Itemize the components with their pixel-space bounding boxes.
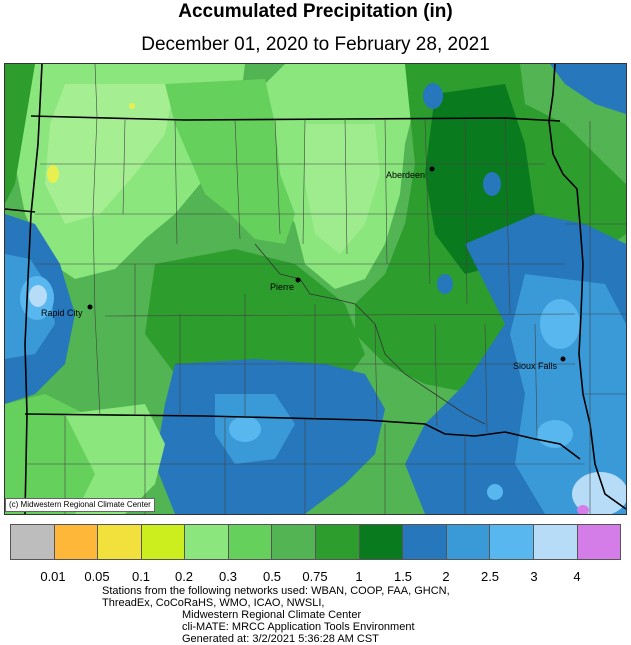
precip-area-skyblue-sc [229,416,261,442]
pierre-label: Pierre [270,282,294,292]
precip-spot-skyblue [487,484,503,500]
precip-spot-blue-3 [514,237,526,251]
precip-area-palest-se [572,472,626,514]
legend-tick-label: 0.5 [262,569,282,584]
legend-tick-label: 4 [573,569,581,584]
sioux-falls-marker [560,356,566,362]
footer-networks-line1: Stations from the following networks use… [102,585,450,597]
legend-swatch [403,525,447,559]
footer-networks-line2: ThreadEx, CoCoRaHS, WMO, ICAO, NWSLI, [102,597,325,609]
precip-spot-blue-2 [437,274,453,294]
state-boundary-west [24,64,43,514]
precip-area-light-sw [65,404,165,514]
precip-spot-blue-1 [483,172,501,196]
legend-tick-label: 2.5 [480,569,500,584]
pierre-marker [295,277,301,283]
data-source-footer: Stations from the following networks use… [102,585,450,645]
footer-generated-line: Generated at: 3/2/2021 5:36:28 AM CST [182,633,379,645]
rapid-city-marker [87,304,93,310]
legend-tick-label: 1.5 [393,569,413,584]
legend-tick-label: 0.75 [302,569,328,584]
legend-swatch [141,525,186,559]
date-range-subtitle: December 01, 2020 to February 28, 2021 [141,34,490,55]
precip-area-lightblue-se [510,274,626,514]
precip-spot-yellow [47,165,59,183]
aberdeen-marker [429,166,435,172]
map-svg: Aberdeen Pierre Rapid City Sioux Falls [5,64,626,514]
legend-tick-label: 0.01 [40,569,66,584]
legend-tick-label: 0.3 [218,569,238,584]
legend-tick-label: 0.05 [84,569,110,584]
precip-spot-blue-ne [423,83,443,109]
legend-swatch [54,525,99,559]
precip-area-blue-corner [550,64,626,114]
precip-spot-yellow-small [129,103,135,109]
legend-swatch [577,525,621,559]
precip-area-palest-w [29,285,47,307]
state-boundary-east [548,64,626,510]
rapid-city-label: Rapid City [41,308,83,318]
legend-swatch [446,525,491,559]
legend-swatch [228,525,273,559]
aberdeen-label: Aberdeen [386,170,425,180]
legend-tick-label: 3 [530,569,538,584]
legend-swatch [490,525,534,559]
footer-tool-line: cli-MATE: MRCC Application Tools Environ… [182,621,415,633]
state-boundary-wy [5,208,36,213]
legend-tick-label: 1 [355,569,363,584]
legend-tick-label: 0.1 [131,569,151,584]
legend-color-bar [10,524,621,560]
map-title: Accumulated Precipitation (in) [178,1,453,22]
precipitation-map: Aberdeen Pierre Rapid City Sioux Falls [4,63,627,515]
legend-tick-label: 2 [442,569,450,584]
legend-swatch [272,525,317,559]
precip-area-skyblue-se [540,299,580,349]
state-boundary-south [24,413,581,460]
legend-swatch [316,525,360,559]
county-boundaries [25,64,626,514]
sioux-falls-label: Sioux Falls [513,361,558,371]
precip-area-lighter-nc [305,124,380,254]
legend-tick-label: 0.2 [174,569,194,584]
copyright-notice: (c) Midwestern Regional Climate Center [5,498,155,512]
legend-swatch [359,525,404,559]
footer-center-line: Midwestern Regional Climate Center [182,609,362,621]
legend-swatch [98,525,142,559]
precip-spot-purple [577,505,589,514]
legend-swatch [533,525,578,559]
legend-swatch [185,525,229,559]
legend-swatch [11,525,55,559]
precip-area-darkgreen-nw [5,64,35,204]
